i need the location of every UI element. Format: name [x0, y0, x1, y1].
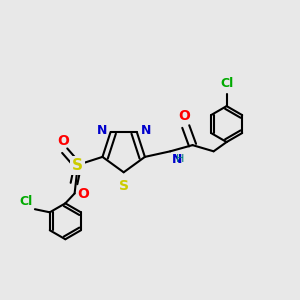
Text: S: S: [72, 158, 83, 173]
Text: O: O: [77, 187, 89, 201]
Text: S: S: [119, 179, 129, 193]
Text: N: N: [97, 124, 107, 137]
Text: O: O: [57, 134, 69, 148]
Text: O: O: [178, 109, 190, 123]
Text: N: N: [172, 153, 182, 166]
Text: N: N: [140, 124, 151, 137]
Text: Cl: Cl: [19, 195, 32, 208]
Text: Cl: Cl: [220, 77, 233, 90]
Text: H: H: [176, 154, 184, 164]
